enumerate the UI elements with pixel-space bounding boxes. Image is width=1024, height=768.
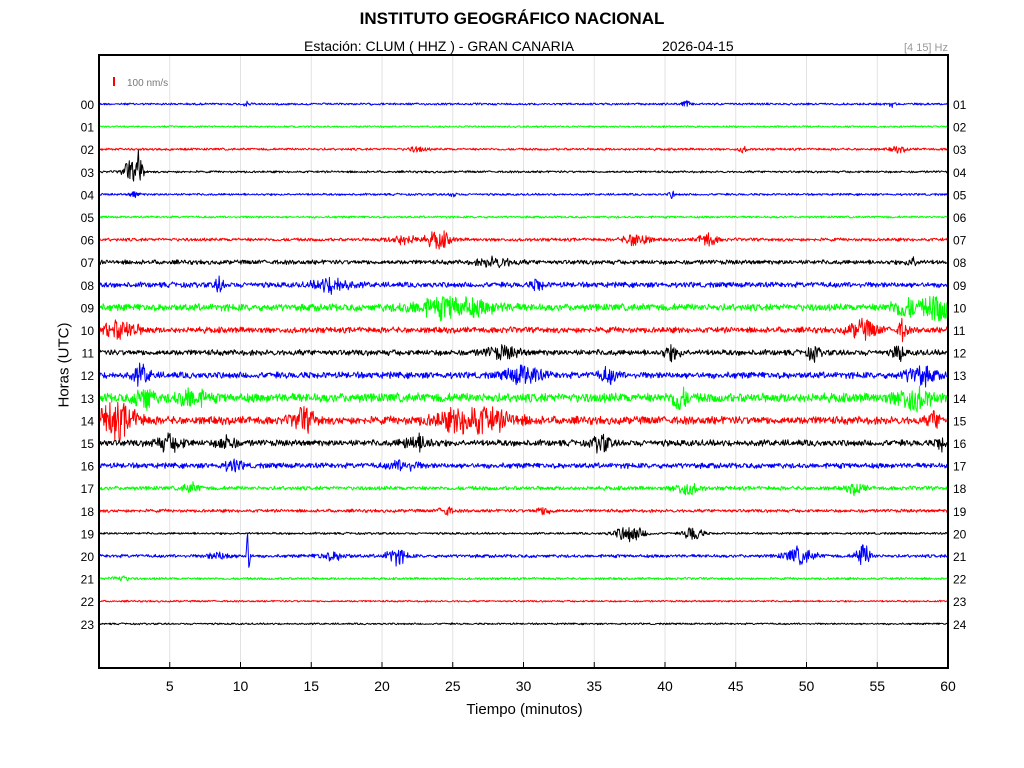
trace-20: [98, 532, 949, 568]
hour-label-right: 04: [953, 166, 967, 180]
trace-22: [98, 599, 949, 603]
trace-13: [98, 385, 949, 413]
trace-10: [98, 317, 949, 343]
hour-label-right: 13: [953, 369, 967, 383]
hour-label-left: 03: [81, 166, 95, 180]
hour-label-right: 01: [953, 98, 967, 112]
hour-label-right: 10: [953, 301, 967, 315]
hour-label-left: 17: [81, 482, 95, 496]
station-label: Estación: CLUM ( HHZ ) - GRAN CANARIA: [304, 38, 574, 54]
trace-02: [98, 145, 949, 154]
x-tick-label: 10: [233, 678, 249, 694]
trace-08: [98, 275, 949, 295]
trace-05: [98, 215, 949, 219]
hour-label-left: 22: [81, 595, 95, 609]
hour-label-right: 21: [953, 550, 967, 564]
hour-label-left: 18: [81, 505, 95, 519]
hour-label-left: 04: [81, 188, 95, 202]
hour-label-left: 02: [81, 143, 95, 157]
hour-label-left: 19: [81, 527, 95, 541]
hour-label-right: 16: [953, 437, 967, 451]
axis-labels: 5 10 15 20 25 30 35 40 45 50 55 60 00 01 01 02 02 03 03 04 0…: [81, 98, 967, 694]
hour-label-left: 21: [81, 573, 95, 587]
hour-label-right: 03: [953, 143, 967, 157]
trace-14: [98, 402, 949, 442]
hour-label-left: 13: [81, 392, 95, 406]
scale-bar-label: 100 nm/s: [127, 78, 168, 89]
hour-label-right: 24: [953, 618, 967, 632]
hour-label-right: 02: [953, 121, 967, 135]
trace-04: [98, 190, 949, 199]
trace-01: [98, 125, 949, 129]
hour-label-right: 14: [953, 392, 967, 406]
hour-label-left: 16: [81, 460, 95, 474]
hour-label-left: 14: [81, 414, 95, 428]
x-tick-label: 30: [516, 678, 532, 694]
scale-bar: 100 nm/s: [113, 77, 168, 89]
x-tick-label: 45: [728, 678, 744, 694]
hour-label-right: 07: [953, 234, 967, 248]
trace-23: [98, 622, 949, 626]
trace-06: [98, 230, 949, 250]
trace-07: [98, 255, 949, 269]
trace-15: [98, 432, 949, 454]
hour-label-right: 08: [953, 256, 967, 270]
hour-label-left: 01: [81, 121, 95, 135]
grid-lines: [169, 55, 949, 668]
hour-label-left: 05: [81, 211, 95, 225]
trace-19: [98, 527, 949, 543]
hour-label-left: 08: [81, 279, 95, 293]
hour-label-left: 06: [81, 234, 95, 248]
x-tick-label: 20: [374, 678, 390, 694]
trace-03: [98, 149, 949, 182]
hour-label-left: 00: [81, 98, 95, 112]
x-tick-label: 40: [657, 678, 673, 694]
hour-label-right: 20: [953, 527, 967, 541]
x-tick-label: 25: [445, 678, 461, 694]
x-axis-label: Tiempo (minutos): [466, 701, 583, 718]
hour-label-left: 07: [81, 256, 95, 270]
hour-label-left: 20: [81, 550, 95, 564]
trace-12: [98, 362, 949, 388]
x-tick-label: 60: [940, 678, 956, 694]
x-tick-label: 35: [586, 678, 602, 694]
hour-label-right: 12: [953, 347, 967, 361]
x-tick-label: 5: [166, 678, 174, 694]
x-tick-label: 50: [799, 678, 815, 694]
hour-label-right: 22: [953, 573, 967, 587]
trace-group: [98, 100, 949, 626]
hour-label-right: 05: [953, 188, 967, 202]
trace-09: [98, 295, 949, 322]
hour-label-right: 11: [953, 324, 966, 338]
hour-label-left: 09: [81, 301, 95, 315]
hour-label-right: 19: [953, 505, 967, 519]
x-tick-label: 55: [869, 678, 885, 694]
frequency-band-label: [4 15] Hz: [903, 42, 948, 54]
hour-label-left: 23: [81, 618, 95, 632]
trace-11: [98, 344, 949, 363]
trace-21: [98, 575, 949, 582]
trace-00: [99, 100, 949, 108]
hour-label-left: 12: [81, 369, 95, 383]
trace-16: [98, 458, 949, 473]
date-label: 2026-04-15: [662, 38, 734, 54]
hour-label-left: 15: [81, 437, 95, 451]
hour-label-right: 06: [953, 211, 967, 225]
hour-label-right: 18: [953, 482, 967, 496]
x-tick-label: 15: [303, 678, 319, 694]
hour-label-left: 11: [82, 347, 95, 361]
hour-label-right: 09: [953, 279, 967, 293]
hour-label-right: 15: [953, 414, 967, 428]
plot-frame: [98, 54, 949, 669]
chart-title: INSTITUTO GEOGRÁFICO NACIONAL: [359, 9, 665, 28]
trace-18: [98, 506, 949, 516]
trace-17: [98, 481, 949, 497]
hour-label-right: 23: [953, 595, 967, 609]
hour-label-left: 10: [81, 324, 95, 338]
hour-label-right: 17: [953, 460, 967, 474]
